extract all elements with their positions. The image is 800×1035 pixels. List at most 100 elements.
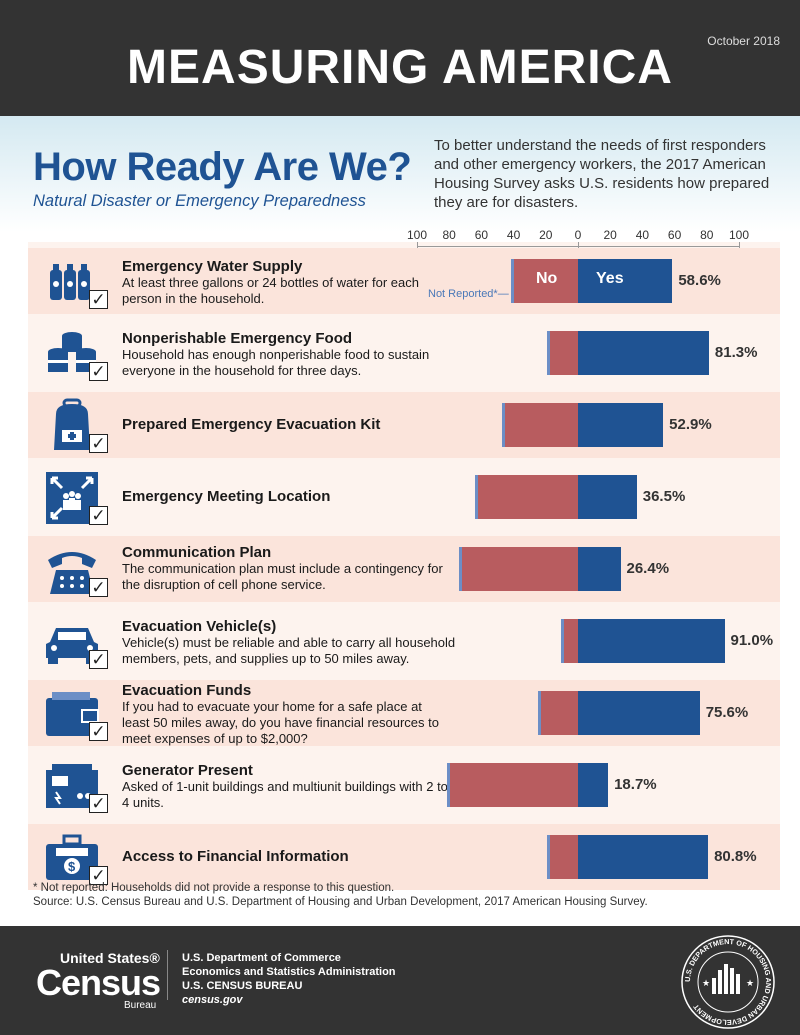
bar-not-reported: [501, 403, 505, 447]
row-label: Nonperishable Emergency Food: [122, 330, 353, 347]
bar-yes: [578, 763, 609, 807]
bar-not-reported: [446, 763, 450, 807]
data-label: 81.3%: [714, 344, 758, 361]
footer-band: [0, 926, 800, 1035]
page-title: MEASURING AMERICA: [127, 41, 673, 94]
briefcase-money-icon: $: [42, 828, 102, 888]
census-logo-top: United States®: [60, 950, 160, 966]
bar-yes: [578, 835, 709, 879]
data-label: 75.6%: [705, 704, 749, 721]
chart-row: ✓ Emergency Meeting Location: [28, 464, 780, 530]
bar-no: [549, 835, 578, 879]
checkbox-checked-icon: ✓: [89, 722, 108, 741]
census-logo: United States® Census Bureau: [36, 950, 161, 1011]
checkbox-checked-icon: ✓: [89, 578, 108, 597]
backpack-icon: [42, 396, 102, 456]
row-description: Vehicle(s) must be reliable and able to …: [122, 635, 456, 666]
footnote-line: * Not reported: Households did not provi…: [33, 882, 395, 894]
x-tick-label: 80: [442, 228, 456, 242]
footer-line-2: Economics and Statistics Administration: [182, 966, 396, 978]
row-label: Emergency Water Supply: [122, 258, 303, 275]
x-tick-label: 60: [474, 228, 489, 242]
x-tick-label: 20: [603, 228, 617, 242]
bar-no: [478, 475, 578, 519]
chart-row: ✓ Communication Plan The communication pla…: [28, 536, 780, 602]
footer-line-4: census.gov: [182, 994, 243, 1006]
bar-no: [461, 547, 578, 591]
row-description: If you had to evacuate your home for a s…: [122, 699, 439, 746]
x-tick-label: 40: [506, 228, 521, 242]
bar-not-reported: [538, 691, 542, 735]
bar-yes: [578, 619, 725, 663]
bar-yes: [578, 547, 621, 591]
x-tick-label: 20: [539, 228, 553, 242]
data-label: 91.0%: [730, 632, 774, 649]
svg-text:$: $: [68, 859, 76, 874]
intro-title: How Ready Are We?: [33, 145, 412, 189]
row-label: Communication Plan: [122, 544, 272, 561]
bar-not-reported: [561, 619, 565, 663]
bar-yes: [578, 475, 637, 519]
data-label: 80.8%: [714, 848, 757, 865]
x-tick-label: 0: [574, 228, 582, 242]
publication-date: October 2018: [707, 34, 780, 48]
bar-yes: [578, 331, 709, 375]
checkbox-checked-icon: ✓: [89, 650, 108, 669]
legend-no-label: No: [536, 270, 558, 287]
row-description: Household has enough nonperishable food …: [122, 347, 430, 378]
row-label: Generator Present: [122, 762, 253, 779]
food-cans-icon: [42, 324, 102, 384]
row-label: Evacuation Funds: [122, 682, 252, 699]
data-label: 36.5%: [642, 488, 686, 505]
footer-agency-text: U.S. Department of Commerce Economics an…: [182, 951, 396, 1007]
x-tick-label: 40: [635, 228, 650, 242]
hud-seal-icon: U.S. DEPARTMENT OF HOUSING AND URBAN DEV…: [681, 935, 775, 1029]
svg-text:★: ★: [746, 978, 754, 988]
data-label: 18.7%: [614, 776, 657, 793]
not-reported-label: Not Reported*—: [428, 288, 509, 300]
meeting-point-icon: [42, 468, 102, 528]
checkbox-checked-icon: ✓: [89, 434, 108, 453]
x-axis-tick: [739, 242, 740, 248]
checkbox-checked-icon: ✓: [89, 506, 108, 525]
data-label: 26.4%: [626, 560, 670, 577]
footer-line-1: U.S. Department of Commerce: [182, 952, 341, 964]
data-label: 58.6%: [678, 272, 721, 289]
checkbox-checked-icon: ✓: [89, 290, 108, 309]
checkbox-checked-icon: ✓: [89, 362, 108, 381]
intro-subtitle: Natural Disaster or Emergency Preparedne…: [33, 192, 366, 210]
header-band: MEASURING AMERICA October 2018: [0, 0, 800, 116]
bar-no: [504, 403, 578, 447]
bar-no: [564, 619, 578, 663]
census-logo-main: Census: [36, 962, 161, 1003]
car-icon: [42, 612, 102, 672]
x-axis-tick: [578, 242, 579, 248]
bar-no: [513, 259, 578, 303]
source-line: Source: U.S. Census Bureau and U.S. Depa…: [33, 896, 648, 908]
bar-no: [541, 691, 578, 735]
x-tick-label: 100: [406, 228, 428, 242]
chart-row: ✓ Generator Present Asked of 1-unit buildi…: [28, 752, 780, 818]
row-description: Asked of 1-unit buildings and multiunit …: [122, 779, 448, 810]
intro-text: To better understand the needs of first …: [434, 137, 770, 211]
water-bottles-icon: [42, 252, 102, 312]
bar-not-reported: [458, 547, 462, 591]
row-label: Prepared Emergency Evacuation Kit: [122, 416, 381, 433]
row-label: Access to Financial Information: [122, 848, 349, 865]
svg-text:★: ★: [702, 978, 710, 988]
bar-not-reported: [547, 331, 551, 375]
legend-yes-label: Yes: [596, 270, 624, 287]
footer-divider: [167, 950, 168, 1000]
checkbox-checked-icon: ✓: [89, 866, 108, 885]
bar-not-reported: [546, 835, 550, 879]
checkbox-checked-icon: ✓: [89, 794, 108, 813]
x-axis-tick: [417, 242, 418, 248]
x-tick-label: 100: [728, 228, 750, 242]
footnote: * Not reported: Households did not provi…: [33, 881, 648, 909]
bar-not-reported: [475, 475, 479, 519]
data-label: 52.9%: [669, 416, 712, 433]
bar-no: [550, 331, 578, 375]
census-logo-bottom: Bureau: [124, 1000, 157, 1011]
bar-not-reported: [510, 259, 514, 303]
bar-no: [449, 763, 578, 807]
